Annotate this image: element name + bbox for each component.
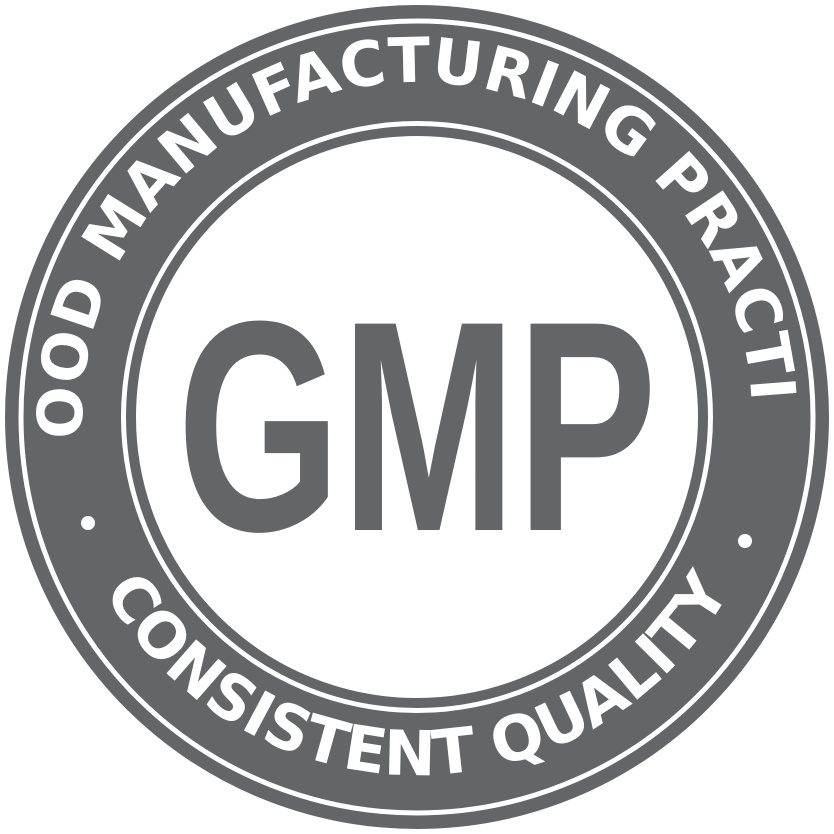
outer-ring-inner-line bbox=[18, 18, 816, 816]
inner-ring bbox=[126, 126, 708, 708]
inner-ring-white-gap bbox=[121, 121, 713, 713]
separator-dot-left bbox=[81, 516, 95, 530]
separator-dot-right bbox=[738, 534, 752, 548]
seal-center-text: GMP bbox=[177, 258, 657, 594]
